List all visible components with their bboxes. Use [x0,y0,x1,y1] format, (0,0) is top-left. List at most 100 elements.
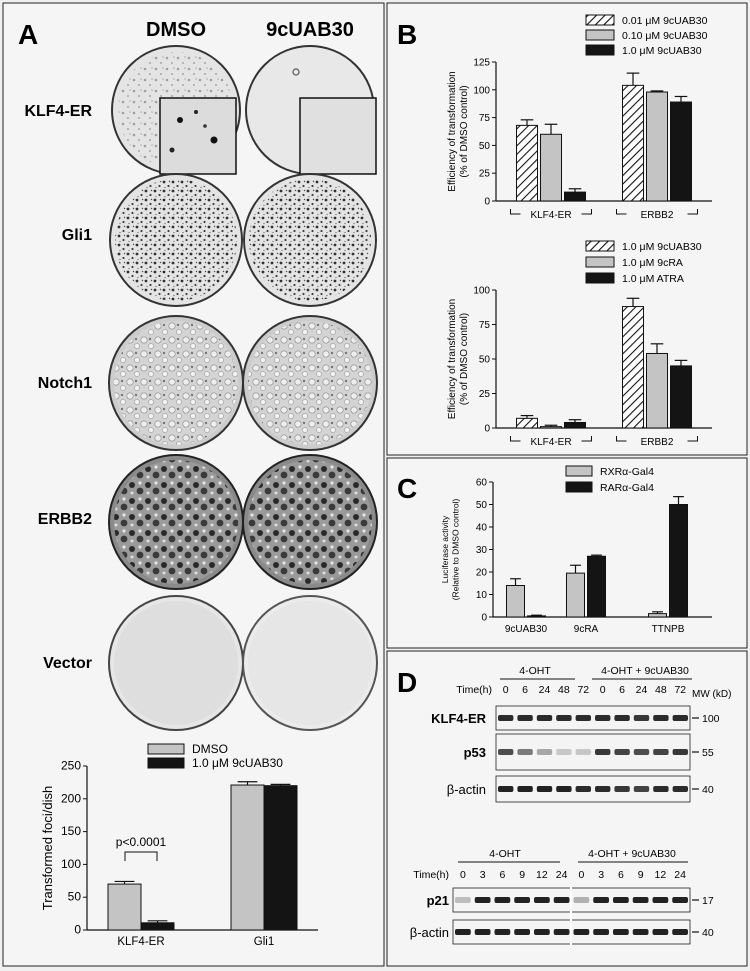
blot-band [536,715,553,721]
blot-band [455,929,471,935]
blot-mw-value: 100 [702,713,720,725]
blot-row-label-actin: β-actin [410,925,449,940]
blot-timepoint: 3 [480,869,486,881]
blot-band [595,786,611,792]
blot-band [514,929,530,935]
chart-b2-legend-swatch-1-0-m-atra [585,272,615,284]
blot-band [536,786,553,792]
blot-row-label-p53: p53 [464,745,486,760]
blot-timepoint: 9 [638,869,644,881]
chart-c-ytick-label: 0 [481,613,487,624]
blot-band [633,749,650,755]
panel-b-letter: B [397,19,417,50]
blot-row-label-actin: β-actin [447,782,486,797]
blot-band [556,786,572,792]
col-header-9cuab30: 9cUAB30 [266,19,354,41]
chart-a-category-label: KLF4-ER [117,936,164,948]
row-label-notch1: Notch1 [38,375,92,392]
chart-a-y-label: Transformed foci/dish [40,786,55,911]
blot-band [553,929,570,935]
blot-timepoint: 12 [536,869,548,881]
blot-row-label-p21: p21 [427,893,449,908]
chart-c-bar-ttnpb-rxr-gal4 [648,613,667,618]
blot-band [556,749,572,755]
chart-b2-ytick-label: 75 [479,320,491,331]
western-blot-klf4er-p53: 4-OHT 4-OHT + 9cUAB30 Time(h) 0 6 24 48 72 0 6 24 4… [431,665,731,803]
chart-b2-ytick-label: 100 [473,286,490,297]
chart-c-legend-label: RARα-Gal4 [600,482,654,494]
blot-band [534,929,550,935]
blot-band [595,749,611,755]
chart-c-bar-9cra-rxr-gal4 [566,572,585,618]
blot-timepoint: 6 [522,684,528,696]
chart-a-legend-swatch-dmso [147,743,185,755]
chart-b2-bar-erbb2-1-0-m-9cra [646,352,668,429]
blot-band [652,897,669,903]
chart-b2-ytick-label: 50 [479,355,491,366]
chart-c-category-label: 9cRA [574,624,599,635]
dish-gli1-9cuab30 [243,173,377,307]
chart-c-ytick-label: 20 [476,568,488,579]
chart-b1-legend-swatch-0-01-m-9cuab30 [585,14,615,26]
chart-b1-ytick-label: 25 [479,169,491,180]
dish-vector-dmso [108,595,244,731]
col-header-dmso: DMSO [146,19,206,41]
blot-timepoint: 0 [600,684,606,696]
blot-band [556,715,572,721]
panel-b-frame [386,2,748,456]
blot-timepoint: 24 [674,869,686,881]
chart-c-bar-9cuab30-rxr-gal4 [506,585,525,618]
blot-band [575,715,591,721]
chart-b1-bar-klf4-er-1-0-m-9cuab30 [564,191,586,202]
blot-band [553,897,570,903]
blot-group-label: 4-OHT [489,848,521,860]
blot-mw-value: 55 [702,747,714,759]
chart-c-bar-ttnpb-rar-gal4 [669,504,688,618]
chart-b1-category-label: KLF4-ER [530,210,571,221]
chart-b1-ytick-label: 0 [484,197,490,208]
blot-band [575,786,591,792]
panel-d-letter: D [397,667,417,698]
chart-b1-bar-erbb2-0-01-m-9cuab30 [622,84,644,202]
chart-c-category-label: 9cUAB30 [505,624,548,635]
chart-b1-y-label-line1: Efficiency of transformation [447,71,458,191]
row-label-klf4er: KLF4-ER [24,103,92,120]
blot-timepoint: 48 [558,684,570,696]
chart-luciferase-activity: 0 10 20 30 40 50 60 9cUAB30 9cRA TTNPB Luciferase … [440,465,712,635]
chart-b1-ytick-label: 100 [473,85,490,96]
chart-a-ytick-label: 50 [68,890,82,904]
blot-band [672,897,688,903]
blot-band [614,715,630,721]
blot-band [455,897,471,903]
chart-b2-bracket-left [510,436,521,442]
blot-band [632,897,649,903]
blot-timepoint: 0 [578,869,584,881]
chart-c-ytick-label: 30 [476,545,488,556]
chart-transformation-efficiency-retinoids: 0 25 50 75 100 KLF4-ER ERBB2 Efficiency of tran… [447,240,712,448]
chart-a-ytick-label: 200 [61,791,81,805]
chart-b2-bracket-right [581,436,592,442]
chart-b1-bracket-right [581,209,592,215]
dish-notch1-9cuab30 [242,315,378,451]
chart-b2-bar-klf4-er-1-0-m-9cuab30 [516,417,538,429]
blot-band [653,786,669,792]
chart-b1-ytick-label: 50 [479,141,491,152]
blot-band [517,715,533,721]
blot-group-label: 4-OHT + 9cUAB30 [588,848,676,860]
chart-b1-legend-label: 1.0 μM 9cUAB30 [622,45,702,57]
chart-b2-ytick-label: 25 [479,389,491,400]
chart-b1-legend-swatch-1-0-m-9cuab30 [585,44,615,56]
chart-a-legend-label: DMSO [192,742,228,756]
chart-b1-bar-klf4-er-0-01-m-9cuab30 [516,124,538,202]
blot-band [653,749,669,755]
significance-bracket [124,851,158,861]
chart-c-legend-swatch-rar-gal4 [565,481,593,493]
blot-band [534,897,550,903]
chart-a-legend-swatch-1-0-m-9cuab30 [147,757,185,769]
blot-band [613,929,629,935]
blot-band [498,786,514,792]
panel-d-frame [386,650,748,967]
blot-band [613,897,629,903]
panel-c-letter: C [397,473,417,504]
row-label-vector: Vector [43,655,92,672]
